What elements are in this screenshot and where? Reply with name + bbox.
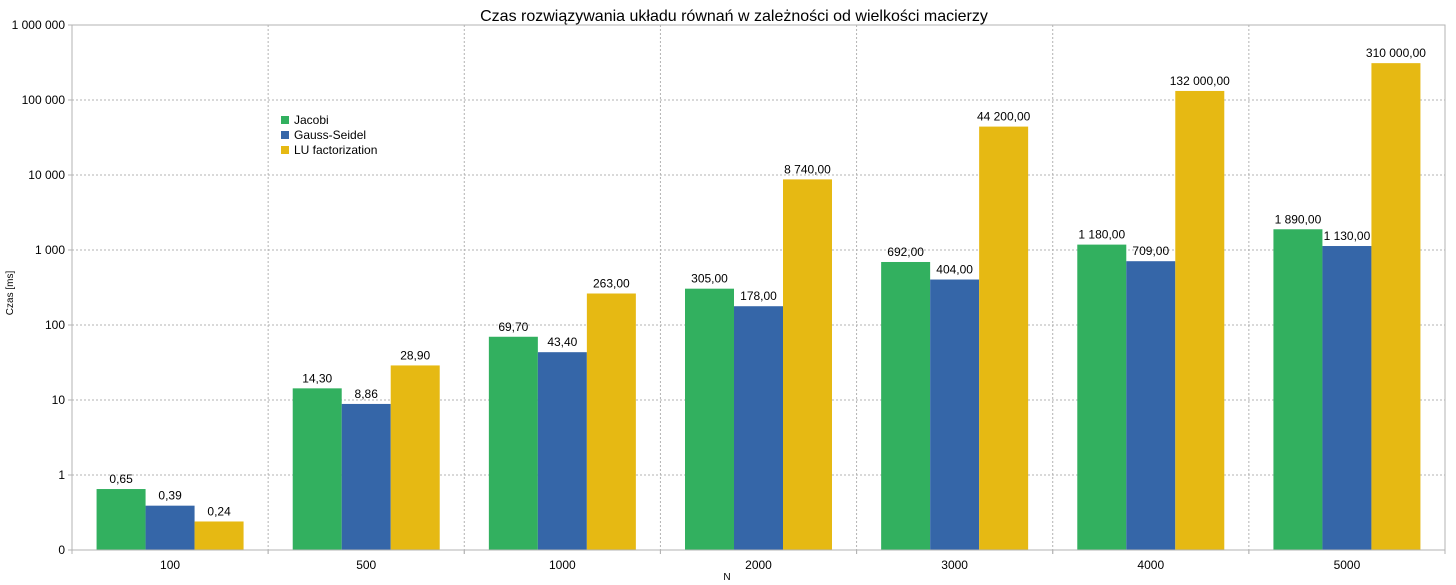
bar-lu-factorization (1371, 63, 1421, 550)
data-label: 0,65 (109, 472, 133, 486)
x-tick-label: 100 (160, 558, 180, 572)
data-label: 692,00 (887, 245, 924, 259)
legend-label: Gauss-Seidel (294, 128, 366, 142)
data-label: 44 200,00 (977, 110, 1031, 124)
y-tick-label: 100 000 (22, 93, 66, 107)
data-label: 1 130,00 (1324, 229, 1371, 243)
data-label: 1 180,00 (1078, 228, 1125, 242)
data-label: 305,00 (691, 272, 728, 286)
bar-jacobi (96, 489, 146, 550)
data-labels-layer: 0,65 14,30 69,70 305,00 692,00 1 180,00 1 890,… (109, 46, 1426, 518)
bar-gauss-seidel (537, 352, 587, 550)
x-tick-label: 5000 (1334, 558, 1361, 572)
y-tick-label: 100 (45, 318, 65, 332)
legend-swatch (281, 131, 289, 139)
bar-lu-factorization (586, 293, 636, 550)
bars-layer (96, 63, 1421, 551)
y-tick-label: 1 (58, 468, 65, 482)
bar-gauss-seidel (734, 306, 783, 550)
bar-jacobi (292, 388, 342, 550)
legend-swatch (281, 116, 289, 124)
x-axis-label: N (723, 572, 730, 583)
bar-jacobi (1077, 244, 1127, 550)
data-label: 28,90 (400, 348, 430, 362)
data-label: 132 000,00 (1170, 74, 1230, 88)
axes-layer: 0 1 10 100 1 000 10 000 100 000 1 000 000 100 500… (12, 18, 1446, 572)
data-label: 43,40 (547, 335, 577, 349)
bar-lu-factorization (783, 179, 832, 550)
bar-gauss-seidel (145, 505, 195, 550)
x-tick-label: 1000 (549, 558, 576, 572)
bar-jacobi (881, 261, 931, 550)
bar-gauss-seidel (1322, 246, 1372, 551)
y-tick-label: 1 000 000 (12, 18, 66, 32)
data-label: 263,00 (593, 277, 630, 291)
bar-lu-factorization (979, 126, 1029, 551)
chart-title: Czas rozwiązywania układu równań w zależ… (480, 8, 988, 25)
data-label: 69,70 (498, 320, 528, 334)
y-tick-label: 10 000 (28, 168, 65, 182)
data-label: 310 000,00 (1366, 46, 1426, 60)
plot-frame (71, 24, 1446, 551)
bar-jacobi (488, 336, 538, 550)
bar-gauss-seidel (930, 279, 980, 550)
data-label: 8 740,00 (784, 162, 831, 176)
data-label: 178,00 (740, 289, 777, 303)
bar-lu-factorization (390, 365, 440, 550)
x-tick-label: 2000 (745, 558, 772, 572)
data-label: 0,39 (158, 489, 182, 503)
legend-swatch (281, 146, 289, 154)
data-label: 709,00 (1132, 244, 1169, 258)
data-label: 1 890,00 (1275, 212, 1322, 226)
data-label: 8,86 (355, 387, 379, 401)
data-label: 0,24 (207, 504, 231, 518)
y-tick-label: 1 000 (35, 243, 65, 257)
bar-lu-factorization (1175, 90, 1225, 550)
x-tick-label: 3000 (941, 558, 968, 572)
data-label: 404,00 (936, 263, 973, 277)
x-tick-label: 4000 (1137, 558, 1164, 572)
bar-jacobi (1273, 229, 1323, 550)
y-axis-label: Czas [ms] (5, 271, 16, 316)
bar-jacobi (685, 288, 734, 550)
bar-gauss-seidel (1126, 261, 1176, 550)
legend-label: Jacobi (294, 113, 329, 127)
y-tick-label: 0 (58, 543, 65, 557)
bar-lu-factorization (194, 521, 244, 550)
x-tick-label: 500 (356, 558, 376, 572)
data-label: 14,30 (302, 371, 332, 385)
bar-gauss-seidel (341, 403, 391, 550)
legend-label: LU factorization (294, 143, 377, 157)
y-tick-label: 10 (52, 393, 66, 407)
